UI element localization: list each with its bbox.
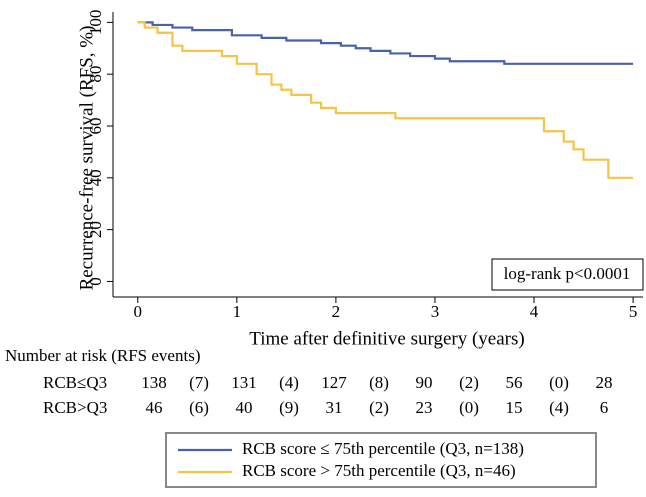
- risk-events: (2): [369, 398, 389, 417]
- risk-events: (2): [459, 373, 479, 392]
- x-axis-label: Time after definitive surgery (years): [249, 328, 524, 349]
- risk-row-label: RCB≤Q3: [43, 373, 107, 392]
- x-tick-label: 3: [431, 302, 440, 321]
- annotation: log-rank p<0.0001: [504, 264, 631, 283]
- y-tick-label: 0: [86, 277, 105, 286]
- risk-events: (0): [549, 373, 569, 392]
- x-tick-label: 5: [629, 302, 638, 321]
- risk-events: (6): [189, 398, 209, 417]
- x-tick-label: 2: [332, 302, 341, 321]
- at-risk-count: 31: [326, 398, 343, 417]
- annotation-box: [491, 258, 644, 291]
- at-risk-count: 6: [600, 398, 609, 417]
- at-risk-count: 90: [416, 373, 433, 392]
- legend-box: [165, 432, 597, 488]
- risk-events: (0): [459, 398, 479, 417]
- x-tick-label: 4: [530, 302, 539, 321]
- y-tick-label: 20: [86, 221, 105, 238]
- x-tick-label: 0: [134, 302, 143, 321]
- risk-row-label: RCB>Q3: [43, 398, 107, 417]
- legend-label: RCB score ≤ 75th percentile (Q3, n=138): [242, 439, 524, 458]
- risk-events: (9): [279, 398, 299, 417]
- at-risk-count: 131: [231, 373, 257, 392]
- at-risk-count: 23: [416, 398, 433, 417]
- y-tick-label: 80: [86, 66, 105, 83]
- risk-events: (7): [189, 373, 209, 392]
- y-axis-label: Recurrence-free survival (RFS, %): [76, 26, 97, 291]
- risk-events: (4): [549, 398, 569, 417]
- risk-table-title: Number at risk (RFS events): [5, 346, 200, 365]
- y-tick-label: 60: [86, 118, 105, 135]
- survival-curve: [137, 21, 634, 179]
- at-risk-count: 138: [141, 373, 167, 392]
- at-risk-count: 15: [506, 398, 523, 417]
- risk-events: (8): [369, 373, 389, 392]
- at-risk-count: 28: [596, 373, 613, 392]
- at-risk-count: 127: [321, 373, 347, 392]
- at-risk-count: 46: [146, 398, 163, 417]
- y-tick-label: 100: [86, 10, 105, 36]
- at-risk-count: 40: [236, 398, 253, 417]
- legend-label: RCB score > 75th percentile (Q3, n=46): [242, 461, 516, 480]
- risk-events: (4): [279, 373, 299, 392]
- at-risk-count: 56: [506, 373, 523, 392]
- y-tick-label: 40: [86, 169, 105, 186]
- survival-curve: [137, 21, 634, 65]
- x-tick-label: 1: [233, 302, 242, 321]
